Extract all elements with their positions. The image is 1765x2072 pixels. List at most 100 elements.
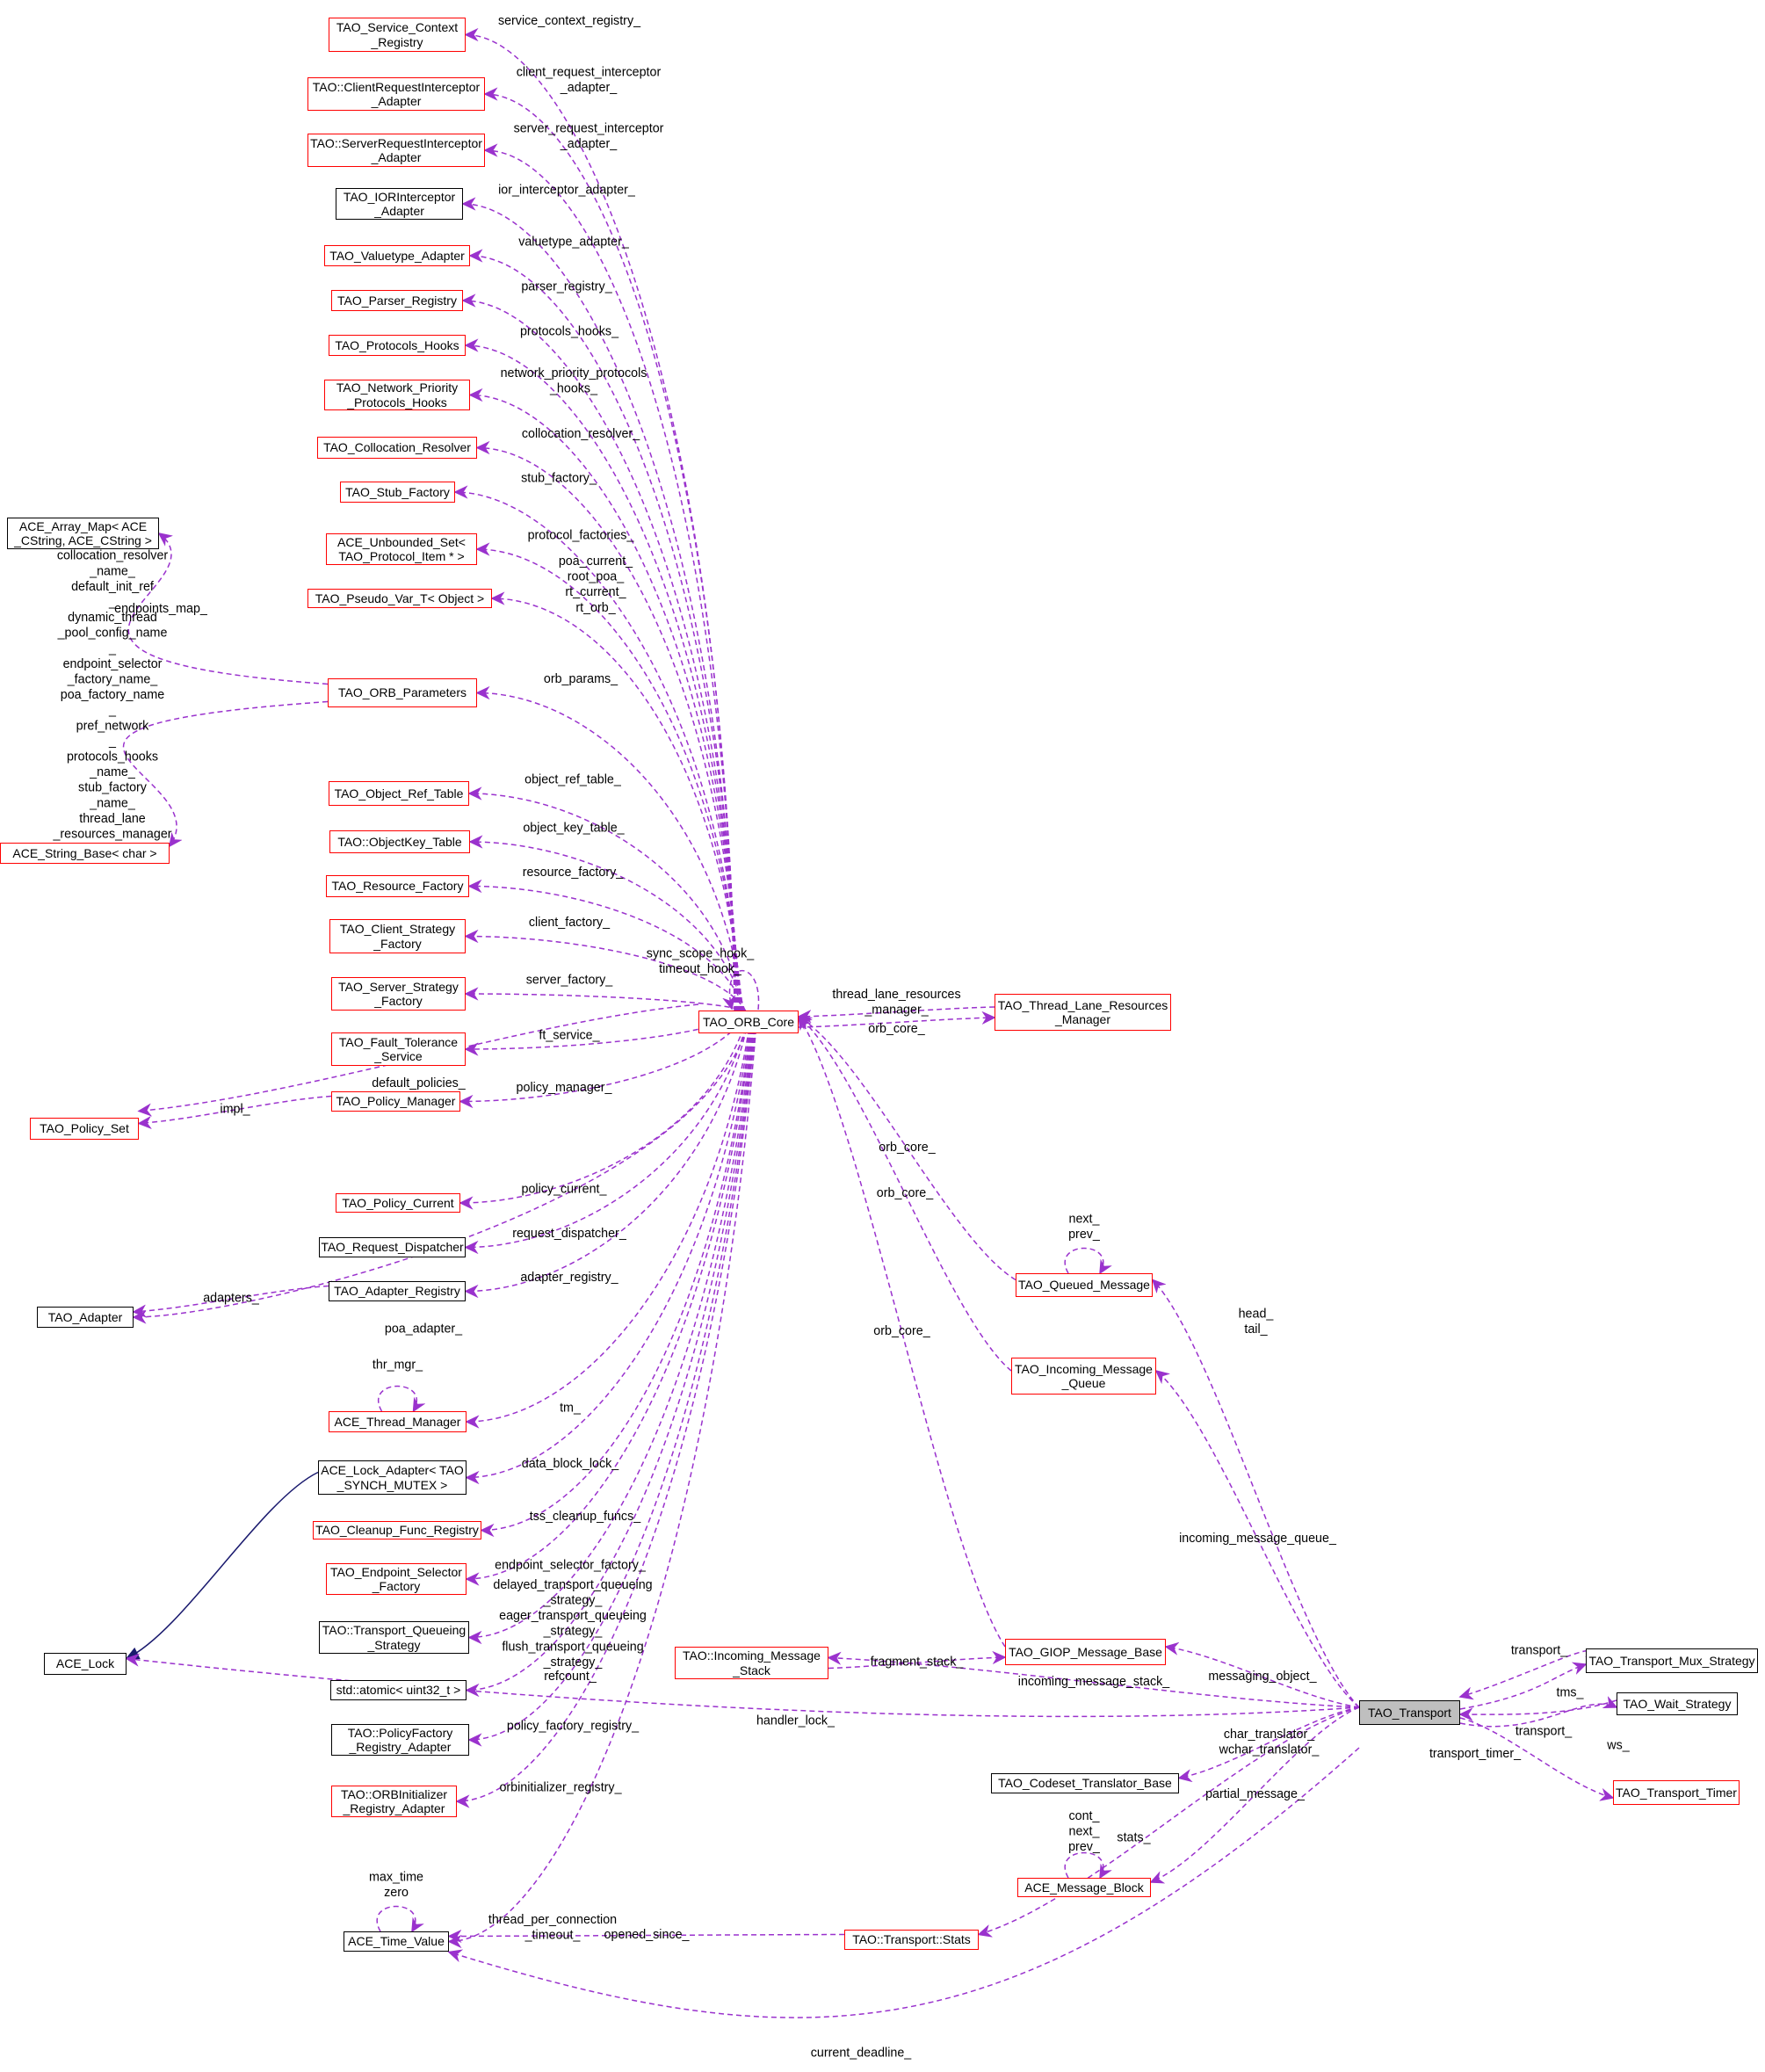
svg-text:fragment_stack_: fragment_stack_ [871, 1655, 965, 1670]
svg-text:transport_: transport_ [1515, 1724, 1573, 1738]
svg-text:protocols_hooks: protocols_hooks [67, 750, 158, 764]
svg-text:orb_core_: orb_core_ [879, 1141, 936, 1155]
svg-text:endpoint_selector: endpoint_selector [63, 657, 163, 671]
svg-text:data_block_lock_: data_block_lock_ [522, 1457, 620, 1471]
svg-text:poa_adapter_: poa_adapter_ [385, 1322, 463, 1336]
svg-text:zero: zero [384, 1886, 409, 1900]
svg-text:stats_: stats_ [1117, 1831, 1151, 1845]
svg-text:default_init_ref: default_init_ref [71, 580, 154, 594]
svg-text:orb_core_: orb_core_ [868, 1022, 925, 1036]
svg-text:client_request_interceptor: client_request_interceptor [517, 66, 662, 80]
svg-text:tss_cleanup_funcs_: tss_cleanup_funcs_ [530, 1510, 641, 1524]
svg-text:head_: head_ [1239, 1307, 1275, 1321]
svg-text:tm_: tm_ [560, 1401, 582, 1415]
svg-text:_name_: _name_ [89, 765, 136, 779]
svg-text:object_key_table_: object_key_table_ [523, 821, 625, 835]
svg-text:tail_: tail_ [1244, 1322, 1268, 1337]
svg-text:orb_core_: orb_core_ [877, 1186, 934, 1200]
svg-text:request_dispatcher_: request_dispatcher_ [512, 1227, 627, 1241]
svg-text:protocol_factories_: protocol_factories_ [528, 528, 635, 542]
svg-text:adapters_: adapters_ [203, 1292, 260, 1306]
svg-text:_strategy_: _strategy_ [543, 1625, 604, 1639]
svg-text:adapter_registry_: adapter_registry_ [520, 1271, 618, 1285]
svg-text:_strategy_: _strategy_ [543, 1594, 604, 1608]
svg-text:resource_factory_: resource_factory_ [523, 866, 624, 880]
svg-text:transport_timer_: transport_timer_ [1429, 1747, 1522, 1761]
svg-text:server_factory_: server_factory_ [526, 973, 614, 987]
svg-text:prev_: prev_ [1068, 1228, 1101, 1242]
svg-text:max_time: max_time [369, 1871, 423, 1885]
svg-text:partial_message_: partial_message_ [1205, 1787, 1306, 1801]
svg-text:thread_per_connection: thread_per_connection [488, 1913, 617, 1927]
svg-text:incoming_message_stack_: incoming_message_stack_ [1018, 1675, 1170, 1689]
svg-text:timeout_hook_: timeout_hook_ [659, 962, 742, 976]
svg-text:_pool_config_name: _pool_config_name [57, 627, 168, 641]
svg-text:incoming_message_queue_: incoming_message_queue_ [1179, 1532, 1337, 1546]
svg-text:_: _ [108, 735, 117, 749]
svg-text:endpoint_selector_factory_: endpoint_selector_factory_ [495, 1558, 647, 1572]
svg-text:stub_factory_: stub_factory_ [521, 471, 597, 485]
svg-text:_: _ [108, 641, 117, 656]
svg-text:_adapter_: _adapter_ [560, 137, 618, 151]
svg-text:_strategy_: _strategy_ [543, 1655, 604, 1670]
svg-text:network_priority_protocols: network_priority_protocols [501, 366, 647, 380]
svg-text:_name_: _name_ [89, 796, 136, 810]
svg-text:orb_params_: orb_params_ [544, 672, 618, 686]
svg-text:ior_interceptor_adapter_: ior_interceptor_adapter_ [498, 183, 636, 197]
svg-text:parser_registry_: parser_registry_ [521, 279, 612, 293]
svg-text:tms_: tms_ [1557, 1685, 1585, 1699]
svg-text:flush_transport_queueing: flush_transport_queueing [502, 1640, 643, 1654]
svg-text:policy_manager_: policy_manager_ [517, 1081, 613, 1095]
svg-text:orb_core_: orb_core_ [873, 1324, 930, 1338]
svg-text:wchar_translator_: wchar_translator_ [1219, 1742, 1320, 1757]
svg-text:opened_since_: opened_since_ [604, 1928, 691, 1942]
svg-text:collocation_resolver: collocation_resolver [57, 549, 169, 563]
svg-text:transport_: transport_ [1511, 1643, 1568, 1657]
svg-text:dynamic_thread: dynamic_thread [68, 611, 157, 625]
svg-text:char_translator_: char_translator_ [1224, 1728, 1315, 1742]
svg-text:sync_scope_hook_: sync_scope_hook_ [647, 947, 755, 961]
svg-text:object_ref_table_: object_ref_table_ [524, 772, 622, 786]
svg-text:root_poa_: root_poa_ [568, 570, 625, 584]
svg-text:_: _ [108, 704, 117, 718]
svg-text:cont_: cont_ [1069, 1809, 1101, 1823]
svg-text:_factory_name_: _factory_name_ [67, 673, 159, 687]
svg-text:current_deadline_: current_deadline_ [811, 2046, 913, 2060]
svg-text:ws_: ws_ [1606, 1738, 1630, 1752]
svg-text:refcount_: refcount_ [544, 1670, 597, 1684]
svg-text:orbinitializer_registry_: orbinitializer_registry_ [499, 1780, 622, 1794]
svg-text:next_: next_ [1069, 1213, 1101, 1227]
svg-text:handler_lock_: handler_lock_ [756, 1714, 835, 1728]
svg-text:_manager_: _manager_ [864, 1003, 929, 1018]
svg-text:messaging_object_: messaging_object_ [1208, 1670, 1317, 1684]
svg-text:policy_factory_registry_: policy_factory_registry_ [507, 1719, 640, 1733]
svg-text:poa_current_: poa_current_ [559, 554, 633, 569]
svg-text:next_: next_ [1069, 1824, 1101, 1838]
svg-text:_: _ [108, 596, 117, 610]
svg-text:poa_factory_name: poa_factory_name [61, 688, 164, 702]
svg-text:collocation_resolver_: collocation_resolver_ [522, 427, 640, 441]
svg-text:_adapter_: _adapter_ [560, 81, 618, 95]
svg-text:_hooks_: _hooks_ [549, 382, 598, 396]
svg-text:prev_: prev_ [1068, 1840, 1101, 1854]
svg-text:_name_: _name_ [89, 564, 136, 578]
svg-text:impl_: impl_ [220, 1102, 250, 1116]
svg-text:_timeout_: _timeout_ [524, 1929, 582, 1943]
svg-text:thread_lane_resources: thread_lane_resources [832, 988, 960, 1002]
svg-text:client_factory_: client_factory_ [529, 916, 611, 930]
svg-text:thr_mgr_: thr_mgr_ [373, 1358, 423, 1372]
svg-text:valuetype_adapter_: valuetype_adapter_ [518, 235, 630, 249]
svg-text:policy_current_: policy_current_ [522, 1182, 608, 1196]
svg-text:default_policies_: default_policies_ [372, 1076, 467, 1090]
svg-text:delayed_transport_queueing: delayed_transport_queueing [493, 1578, 652, 1592]
svg-text:thread_lane: thread_lane [79, 812, 146, 826]
svg-text:rt_orb_: rt_orb_ [575, 601, 616, 615]
svg-text:eager_transport_queueing: eager_transport_queueing [499, 1609, 647, 1623]
svg-text:_resources_manager: _resources_manager [52, 828, 171, 842]
svg-text:ft_service_: ft_service_ [539, 1028, 600, 1042]
svg-text:rt_current_: rt_current_ [565, 585, 626, 599]
svg-text:server_request_interceptor: server_request_interceptor [514, 122, 664, 136]
svg-text:protocols_hooks_: protocols_hooks_ [520, 324, 619, 338]
svg-text:stub_factory: stub_factory [78, 781, 148, 795]
svg-text:pref_network: pref_network [76, 719, 149, 733]
